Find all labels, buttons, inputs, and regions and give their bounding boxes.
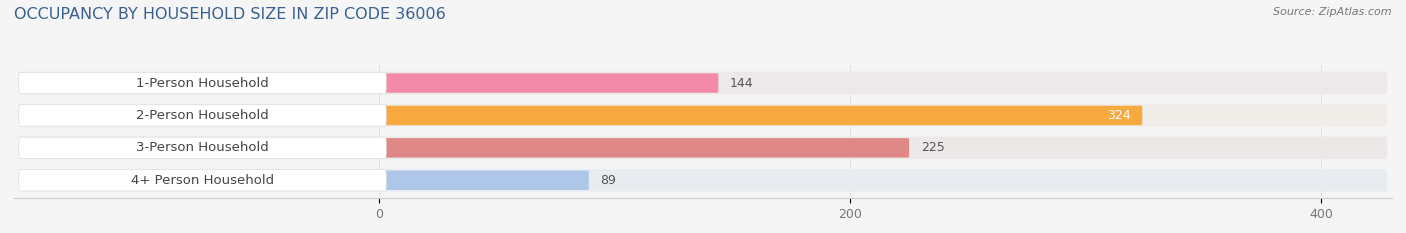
FancyBboxPatch shape xyxy=(18,105,387,126)
Text: 1-Person Household: 1-Person Household xyxy=(136,77,269,89)
FancyBboxPatch shape xyxy=(18,72,387,94)
FancyBboxPatch shape xyxy=(18,170,387,191)
FancyBboxPatch shape xyxy=(18,137,1388,159)
Text: 2-Person Household: 2-Person Household xyxy=(136,109,269,122)
Text: Source: ZipAtlas.com: Source: ZipAtlas.com xyxy=(1274,7,1392,17)
FancyBboxPatch shape xyxy=(380,73,718,93)
Text: 89: 89 xyxy=(600,174,616,187)
FancyBboxPatch shape xyxy=(380,138,910,158)
FancyBboxPatch shape xyxy=(18,169,1388,192)
FancyBboxPatch shape xyxy=(380,171,589,190)
FancyBboxPatch shape xyxy=(18,104,1388,127)
FancyBboxPatch shape xyxy=(380,106,1142,125)
FancyBboxPatch shape xyxy=(18,72,1388,94)
FancyBboxPatch shape xyxy=(18,137,387,158)
Text: 144: 144 xyxy=(730,77,754,89)
Text: 225: 225 xyxy=(921,141,945,154)
Text: 3-Person Household: 3-Person Household xyxy=(136,141,269,154)
Text: 4+ Person Household: 4+ Person Household xyxy=(131,174,274,187)
Text: 324: 324 xyxy=(1107,109,1130,122)
Text: OCCUPANCY BY HOUSEHOLD SIZE IN ZIP CODE 36006: OCCUPANCY BY HOUSEHOLD SIZE IN ZIP CODE … xyxy=(14,7,446,22)
